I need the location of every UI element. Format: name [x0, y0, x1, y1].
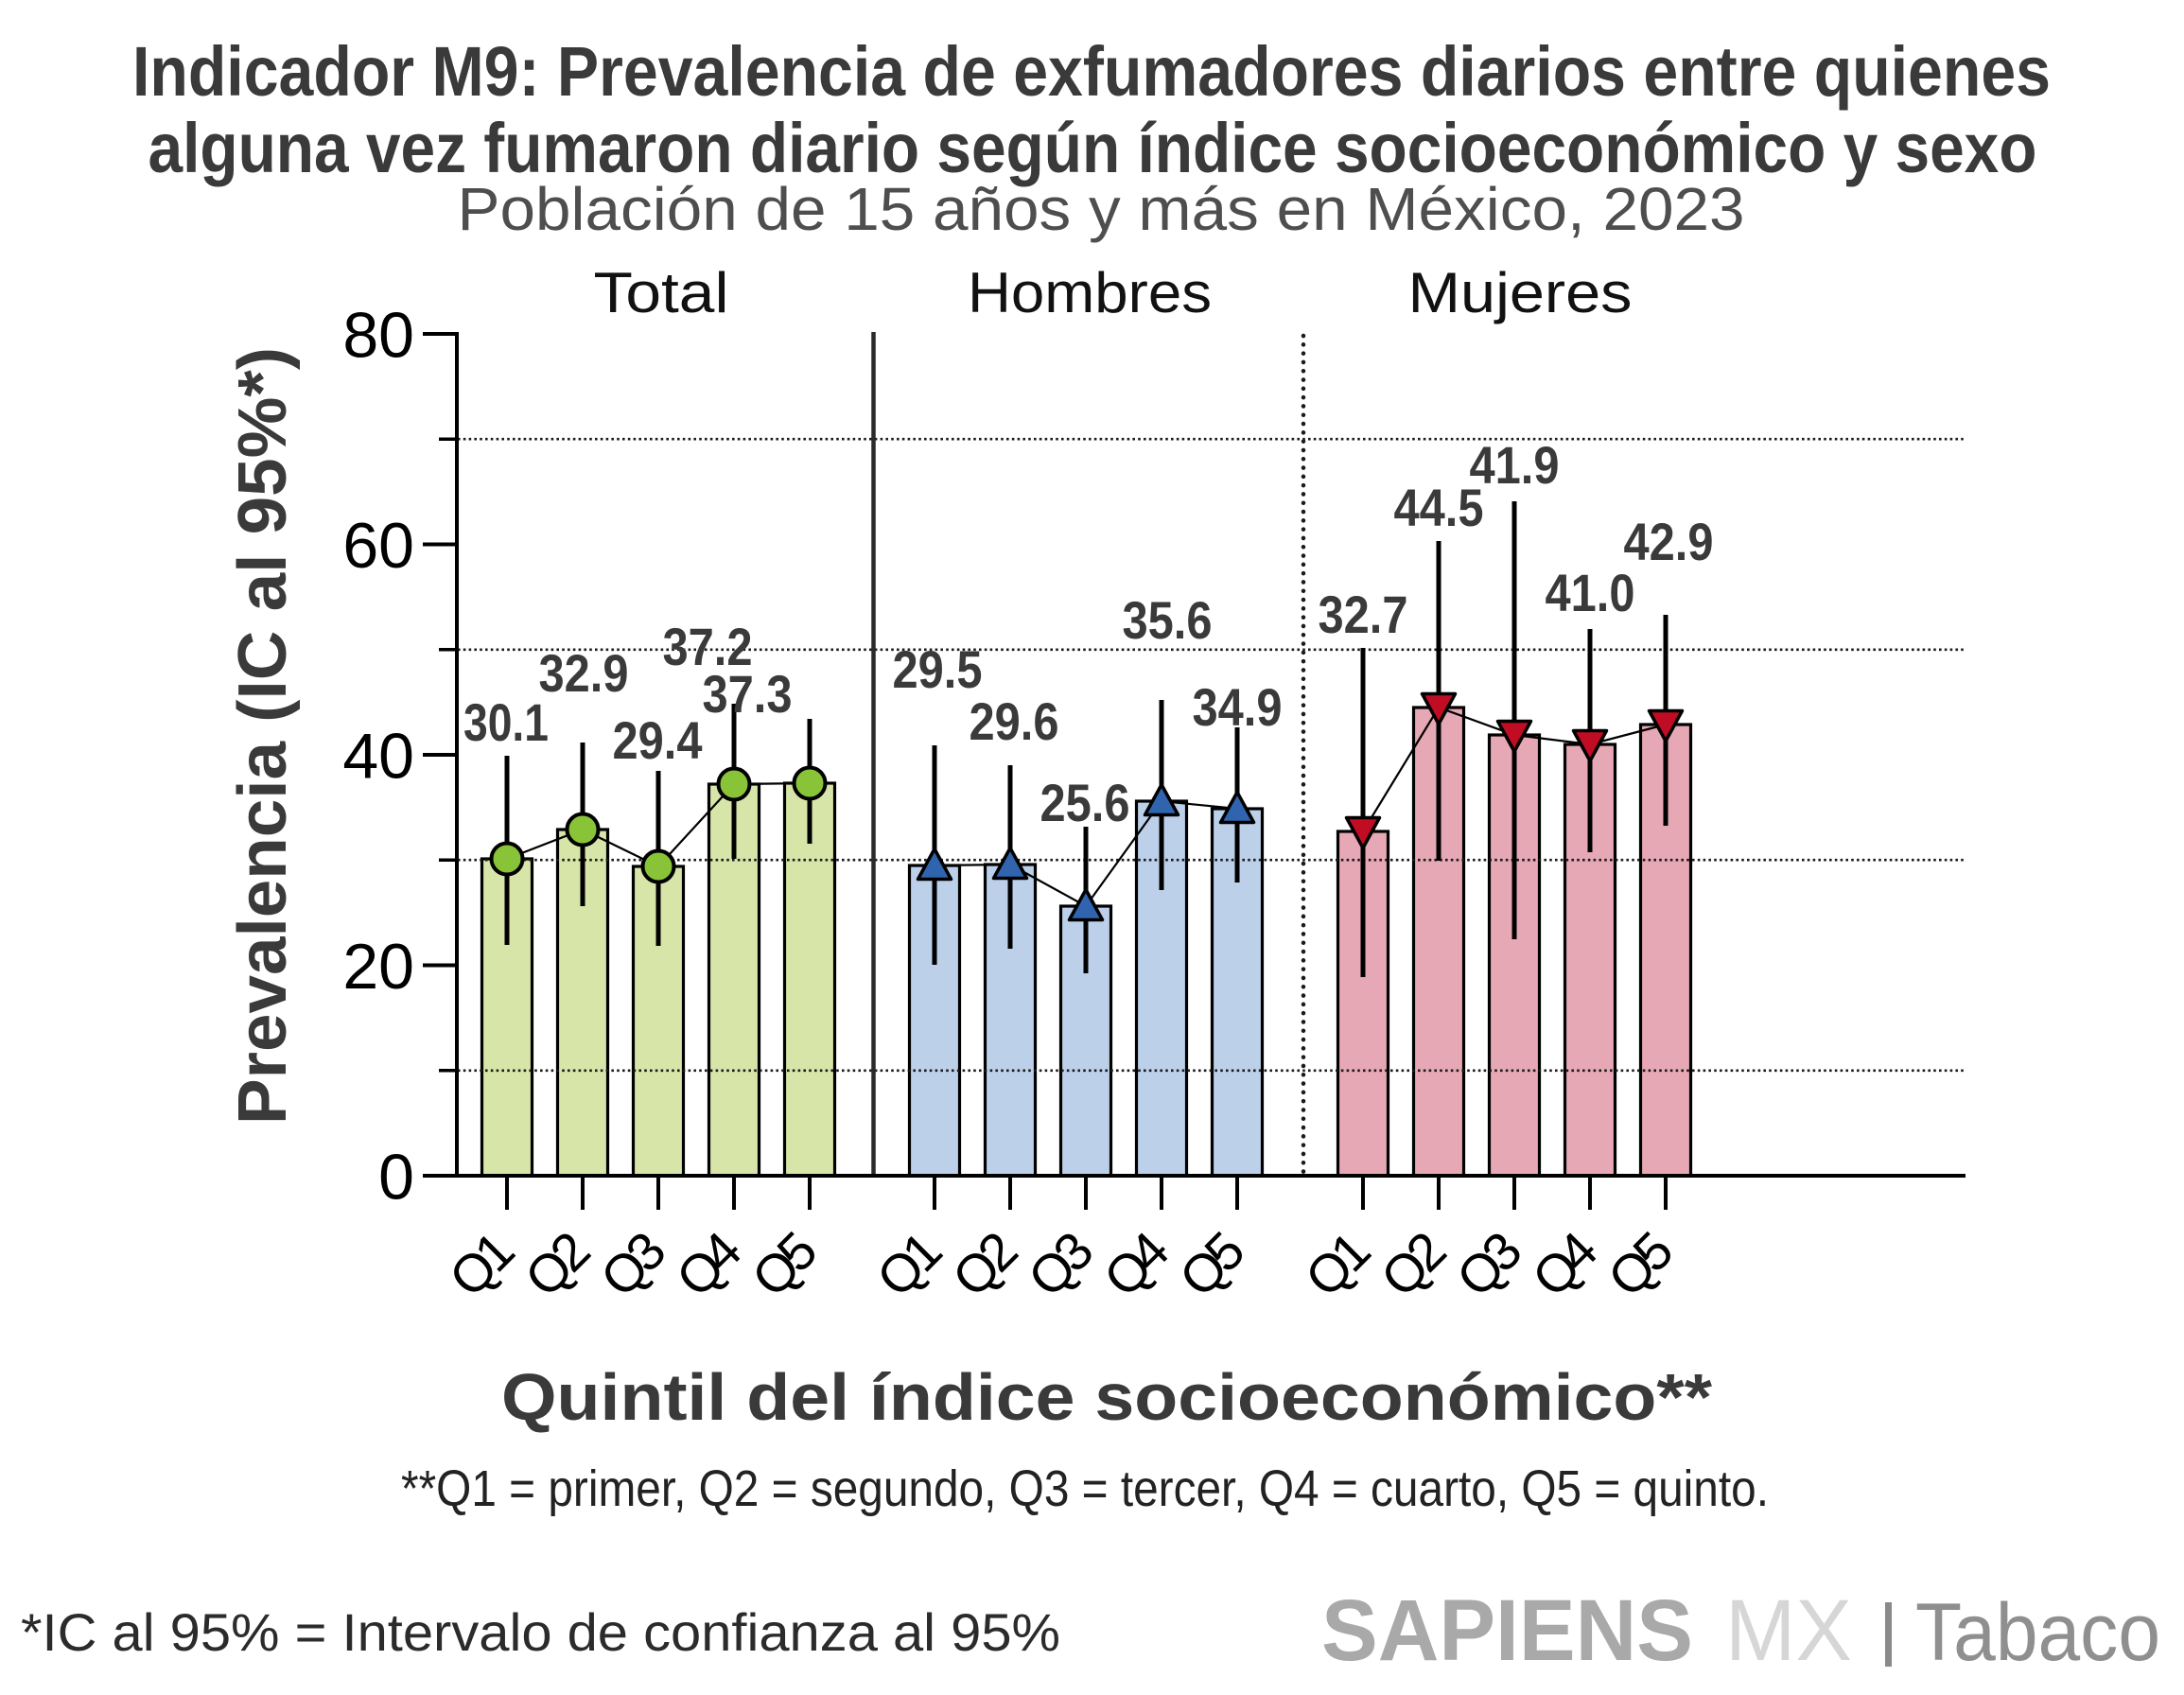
svg-text:0: 0 [378, 1142, 414, 1214]
svg-text:Tabaco: Tabaco [1915, 1587, 2160, 1678]
svg-text:20: 20 [342, 931, 414, 1003]
svg-text:40: 40 [342, 721, 414, 793]
svg-text:41.0: 41.0 [1546, 563, 1635, 622]
svg-text:*IC al 95% = Intervalo de conf: *IC al 95% = Intervalo de confianza al 9… [21, 1602, 1060, 1662]
svg-text:Hombres: Hombres [968, 261, 1212, 324]
svg-text:41.9: 41.9 [1470, 435, 1560, 495]
svg-text:37.2: 37.2 [663, 617, 753, 676]
svg-text:80: 80 [342, 300, 414, 372]
svg-text:Total: Total [594, 261, 729, 324]
svg-text:32.7: 32.7 [1319, 585, 1408, 644]
svg-text:35.6: 35.6 [1123, 590, 1213, 650]
svg-text:44.5: 44.5 [1394, 478, 1484, 537]
svg-text:alguna vez fumaron diario segú: alguna vez fumaron diario según índice s… [149, 109, 2037, 187]
svg-text:29.6: 29.6 [970, 691, 1059, 751]
svg-text:Quintil del índice socioeconóm: Quintil del índice socioeconómico** [501, 1360, 1713, 1434]
svg-text:42.9: 42.9 [1624, 512, 1714, 571]
svg-text:Mujeres: Mujeres [1408, 261, 1633, 324]
svg-text:Indicador M9: Prevalencia de e: Indicador M9: Prevalencia de exfumadores… [132, 32, 2051, 111]
svg-text:Población de 15 años y más en: Población de 15 años y más en México, 20… [458, 175, 1745, 243]
svg-text:25.6: 25.6 [1040, 773, 1130, 832]
svg-text:60: 60 [342, 510, 414, 582]
svg-text:37.3: 37.3 [703, 664, 793, 724]
svg-text:SAPIENS: SAPIENS [1321, 1582, 1693, 1679]
svg-text:30.1: 30.1 [463, 692, 549, 752]
svg-text:34.9: 34.9 [1193, 677, 1283, 737]
svg-text:Prevalencia (IC al 95%*): Prevalencia (IC al 95%*) [225, 347, 301, 1125]
svg-text:32.9: 32.9 [539, 643, 629, 703]
svg-text:29.4: 29.4 [613, 710, 703, 770]
svg-text:29.5: 29.5 [893, 639, 983, 699]
svg-text:**Q1 = primer, Q2 = segundo, Q: **Q1 = primer, Q2 = segundo, Q3 = tercer… [401, 1460, 1769, 1517]
svg-text:MX: MX [1725, 1582, 1852, 1679]
